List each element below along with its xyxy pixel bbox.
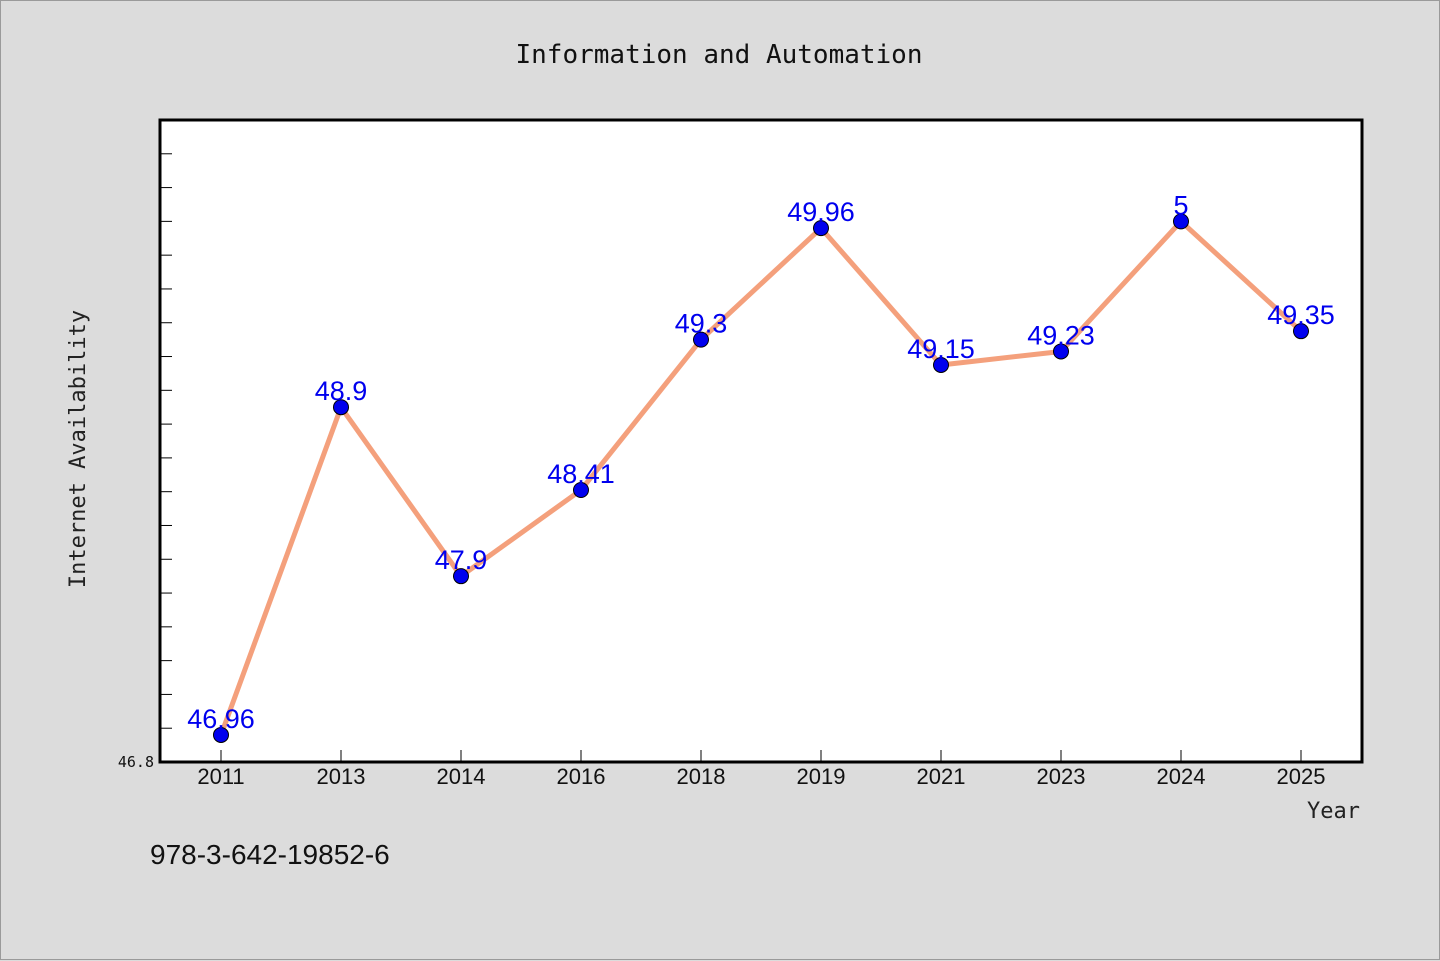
x-tick-label: 2023 [1037, 764, 1086, 789]
data-label: 49.96 [787, 197, 855, 227]
plot-area [158, 118, 1364, 764]
x-tick-label: 2014 [437, 764, 486, 789]
data-point [693, 331, 709, 348]
x-tick-label: 2013 [317, 764, 366, 789]
data-point [453, 568, 469, 585]
data-label: 49.23 [1027, 320, 1095, 350]
data-point [1293, 323, 1309, 340]
series-markers [213, 213, 1309, 743]
data-point [1173, 213, 1189, 230]
data-point [213, 726, 229, 743]
isbn-footer: 978-3-642-19852-6 [150, 839, 390, 870]
data-label: 5 [1173, 190, 1188, 220]
x-tick-label: 2019 [797, 764, 846, 789]
x-axis-label: Year [1307, 799, 1360, 824]
x-tick-label: 2018 [677, 764, 726, 789]
x-tick-label: 2024 [1157, 764, 1206, 789]
x-tick-label: 2021 [917, 764, 966, 789]
data-label: 48.9 [315, 376, 368, 406]
data-point [813, 220, 829, 237]
y-axis-label: Internet Availability [66, 310, 91, 588]
x-axis-ticks [220, 750, 1302, 762]
y-axis-minor-ticks [160, 119, 172, 763]
data-label: 48.41 [547, 459, 615, 489]
x-axis-tick-labels: 2011 2013 2014 2016 2018 2019 2021 2023 2024 2025 [197, 764, 1325, 789]
data-label: 49.15 [907, 334, 975, 364]
data-label: 46.96 [187, 704, 255, 734]
y-axis-tick-labels: 46.8 [118, 753, 154, 771]
chart-title: Information and Automation [516, 40, 923, 70]
data-point [1053, 343, 1069, 360]
data-label: 49.35 [1267, 300, 1335, 330]
x-tick-label: 2016 [557, 764, 606, 789]
data-point [573, 481, 589, 498]
y-tick-label: 46.8 [118, 753, 154, 771]
data-labels: 46.96 48.9 47.9 48.41 49.3 49.96 49.15 49.23 5 49… [187, 190, 1335, 734]
series-line [218, 218, 1303, 736]
data-point [933, 356, 949, 373]
x-tick-label: 2011 [197, 764, 244, 789]
x-tick-label: 2025 [1277, 764, 1326, 789]
data-label: 49.3 [675, 309, 728, 339]
data-label: 47.9 [435, 545, 488, 575]
data-point [333, 399, 349, 416]
